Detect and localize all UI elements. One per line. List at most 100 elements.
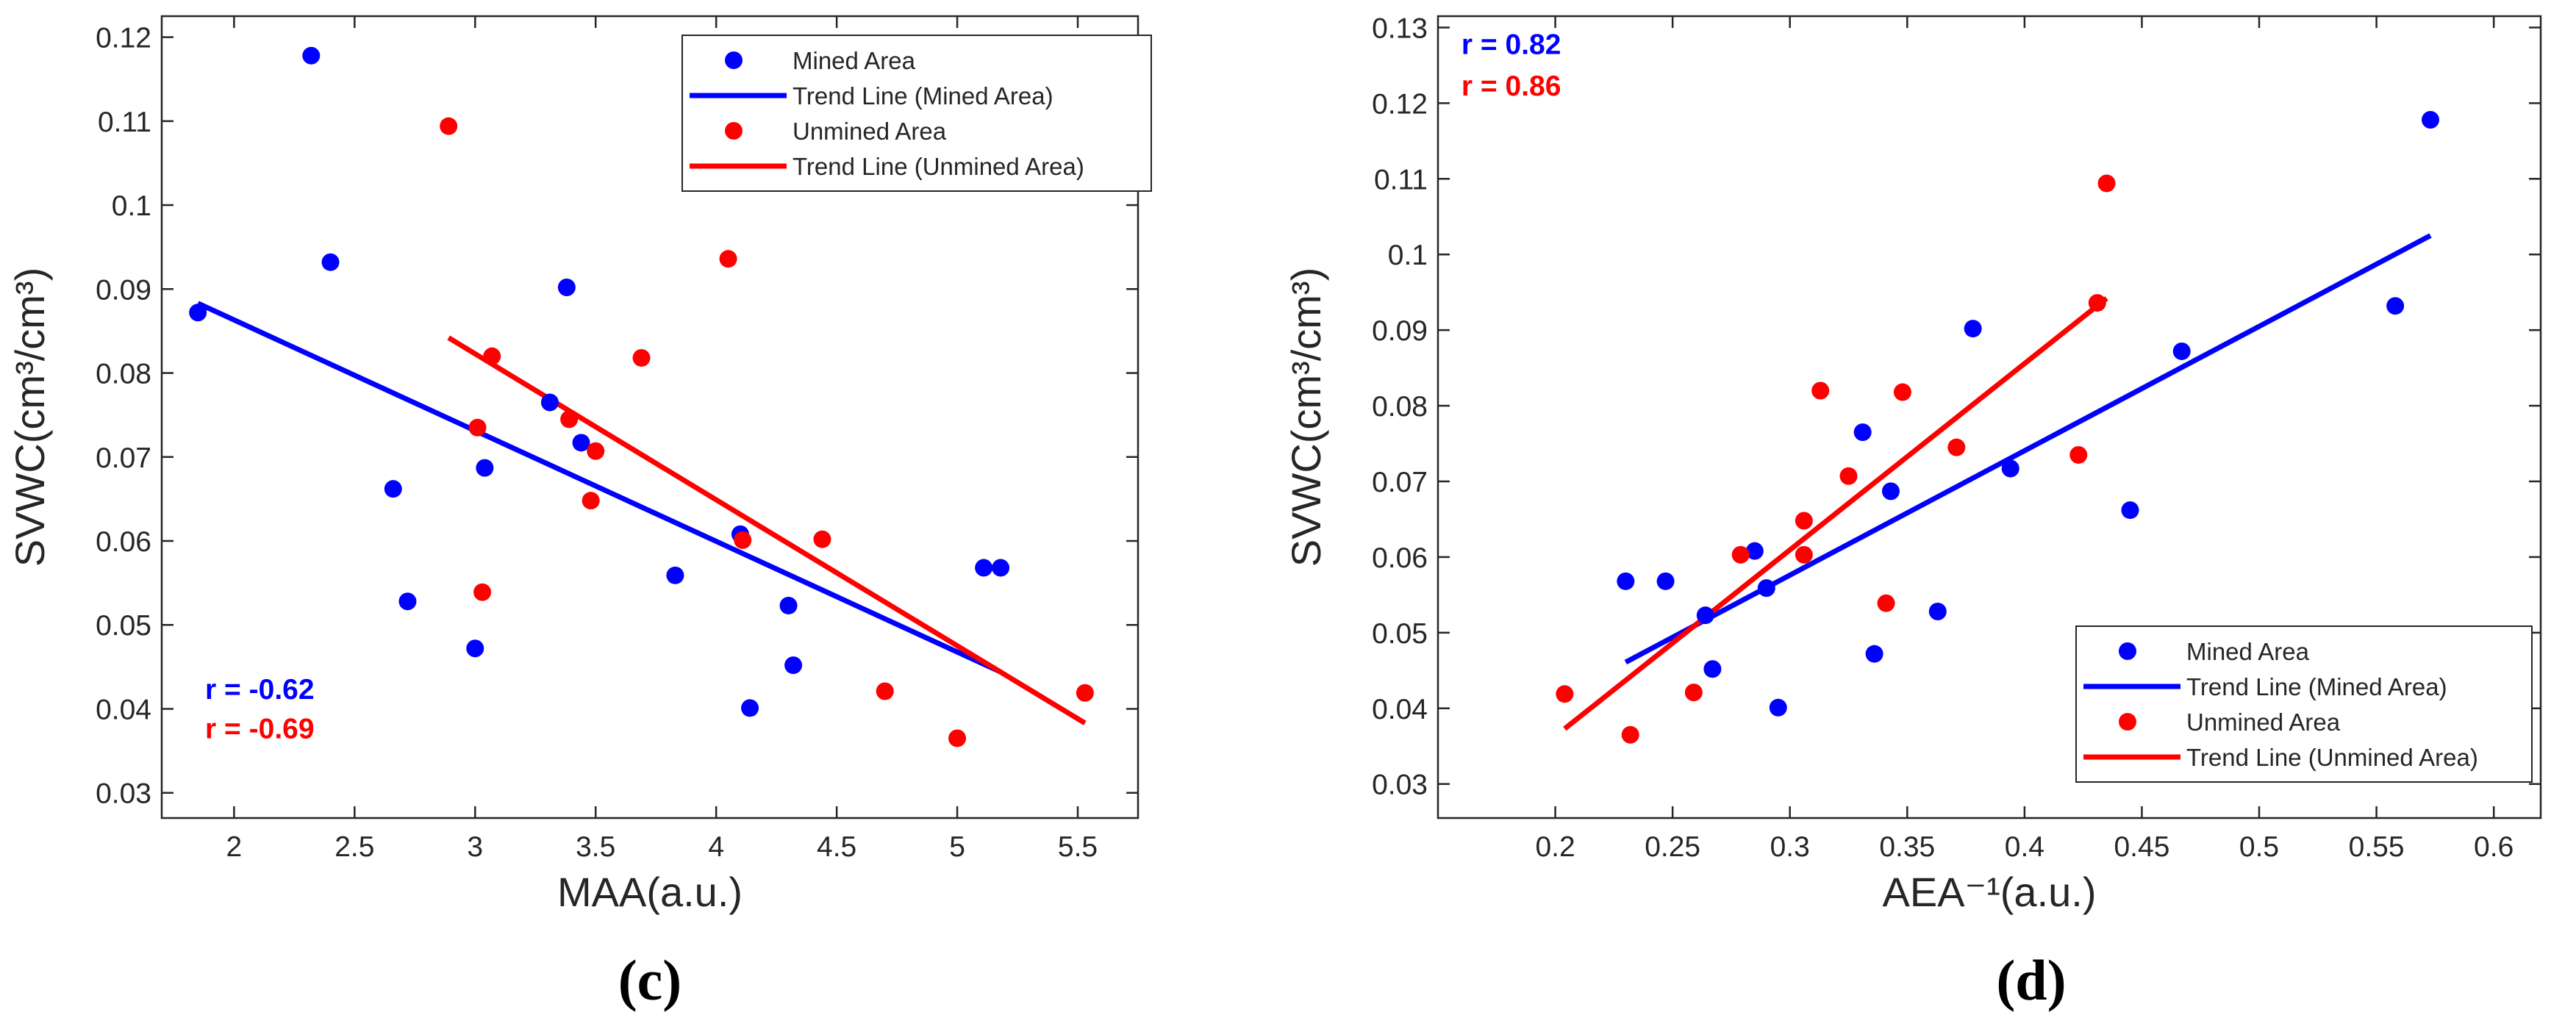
data-point-mined <box>741 699 759 717</box>
data-point-mined <box>321 253 340 271</box>
x-axis-label: MAA(a.u.) <box>557 869 743 915</box>
data-point-mined <box>992 559 1010 577</box>
x-tick-label: 4 <box>708 831 724 863</box>
x-tick-label: 0.2 <box>1535 831 1575 863</box>
legend-label: Unmined Area <box>2186 709 2341 736</box>
data-point-mined <box>540 393 559 412</box>
legend-label: Mined Area <box>793 47 916 74</box>
data-point-mined <box>2121 501 2139 520</box>
data-point-mined <box>2172 342 2191 360</box>
data-point-mined <box>2422 111 2439 129</box>
legend-marker <box>2119 642 2136 660</box>
y-tick-label: 0.06 <box>96 526 151 558</box>
x-tick-label: 0.55 <box>2349 831 2405 863</box>
x-tick-label: 5.5 <box>1058 831 1098 863</box>
y-tick-label: 0.09 <box>96 274 151 306</box>
y-tick-label: 0.03 <box>1372 770 1428 801</box>
data-point-unmined <box>1076 684 1094 702</box>
x-tick-label: 0.25 <box>1645 831 1700 863</box>
data-point-unmined <box>734 531 752 549</box>
data-point-mined <box>1617 572 1635 590</box>
data-point-unmined <box>2088 294 2106 312</box>
legend-label: Mined Area <box>2186 638 2310 665</box>
y-tick-label: 0.06 <box>1372 542 1428 574</box>
legend-label: Unmined Area <box>793 118 947 145</box>
y-tick-label: 0.12 <box>96 23 151 54</box>
data-point-mined <box>784 656 803 675</box>
data-point-unmined <box>1684 684 1703 702</box>
data-point-mined <box>466 639 484 658</box>
data-point-mined <box>1853 423 1872 442</box>
y-tick-label: 0.07 <box>1372 467 1428 498</box>
data-point-mined <box>1881 482 1900 501</box>
chart-panel-c: 2 2.5 3 3.5 4 4.5 5 5.5 0.03 0.04 0.05 0.06 0.07 0.08… <box>7 15 1152 1012</box>
x-tick-label: 0.45 <box>2114 831 2169 863</box>
y-tick-label: 0.08 <box>96 359 151 390</box>
y-tick-label: 0.04 <box>96 694 151 725</box>
legend-marker <box>725 51 743 69</box>
data-point-unmined <box>582 492 600 510</box>
x-tick-label: 0.4 <box>2005 831 2044 863</box>
y-tick-label: 0.03 <box>96 778 151 810</box>
data-point-mined <box>1745 542 1764 560</box>
data-point-unmined <box>813 530 831 548</box>
x-axis-label: AEA⁻¹(a.u.) <box>1883 869 2097 915</box>
data-point-unmined <box>468 418 487 437</box>
data-point-unmined <box>560 410 579 428</box>
data-point-mined <box>1964 320 1982 338</box>
data-point-unmined <box>1947 438 1966 456</box>
y-axis-label: SVWC(cm³/cm³) <box>1283 268 1329 567</box>
trend-line-mined <box>196 301 1002 675</box>
x-tick-label: 0.6 <box>2474 831 2514 863</box>
data-point-mined <box>2001 459 2019 478</box>
y-tick-label: 0.08 <box>1372 391 1428 423</box>
y-axis-label: SVWC(cm³/cm³) <box>7 268 53 567</box>
legend-label: Trend Line (Unmined Area) <box>2186 744 2478 771</box>
data-point-unmined <box>2097 174 2116 193</box>
data-point-mined <box>1757 579 1775 598</box>
x-tick-label: 3 <box>467 831 483 863</box>
data-point-unmined <box>440 117 458 135</box>
data-point-unmined <box>2069 445 2088 464</box>
data-point-unmined <box>1731 545 1750 564</box>
panel-label: (d) <box>1996 948 2066 1012</box>
data-point-mined <box>302 46 321 65</box>
x-tick-label: 5 <box>949 831 965 863</box>
data-point-mined <box>1928 603 1947 621</box>
y-tick-label: 0.1 <box>112 190 151 222</box>
correlation-annotation: r = 0.82 <box>1461 29 1561 60</box>
data-point-unmined <box>1811 381 1830 400</box>
data-point-mined <box>572 434 590 452</box>
data-point-unmined <box>1795 512 1813 530</box>
data-point-unmined <box>483 347 501 365</box>
data-point-mined <box>476 459 494 477</box>
x-tick-label: 2 <box>226 831 243 863</box>
data-point-mined <box>1769 698 1787 717</box>
x-tick-label: 0.35 <box>1879 831 1935 863</box>
data-point-mined <box>1656 572 1675 590</box>
chart-panel-d: 0.2 0.25 0.3 0.35 0.4 0.45 0.5 0.55 0.6 0.03 0.04 0… <box>1283 12 2542 1012</box>
data-point-mined <box>975 559 993 577</box>
data-point-mined <box>398 592 417 611</box>
data-point-mined <box>1703 660 1722 678</box>
correlation-annotation: r = -0.69 <box>205 713 315 745</box>
correlation-annotation: r = -0.62 <box>205 674 315 706</box>
data-point-unmined <box>1556 685 1574 703</box>
data-point-mined <box>189 304 207 322</box>
data-point-unmined <box>948 729 967 747</box>
data-point-unmined <box>1839 467 1858 485</box>
data-point-mined <box>2386 297 2405 315</box>
data-point-unmined <box>876 682 894 700</box>
panel-label: (c) <box>618 948 682 1012</box>
x-tick-label: 0.5 <box>2239 831 2279 863</box>
y-tick-label: 0.09 <box>1372 315 1428 347</box>
data-point-mined <box>384 480 402 498</box>
data-point-mined <box>1865 645 1883 663</box>
y-tick-label: 0.05 <box>1372 618 1428 650</box>
data-point-mined <box>557 278 576 296</box>
legend-marker <box>2119 713 2136 731</box>
legend-label: Trend Line (Mined Area) <box>793 82 1053 110</box>
y-tick-label: 0.1 <box>1388 240 1428 271</box>
data-point-unmined <box>1621 725 1639 744</box>
data-point-unmined <box>1877 594 1895 612</box>
